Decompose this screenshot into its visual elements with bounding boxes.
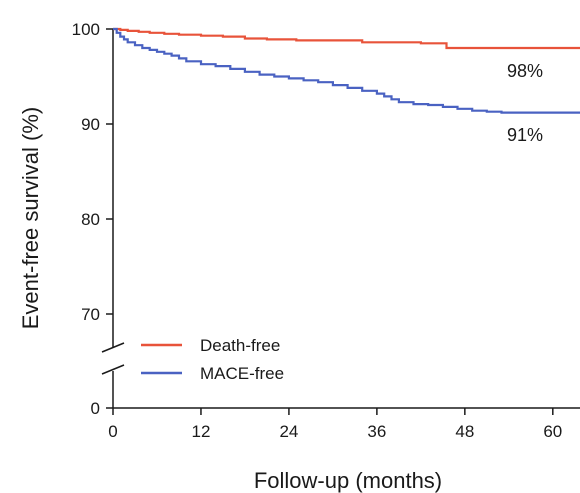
y-tick-label: 0	[91, 399, 100, 418]
legend-label-death-free: Death-free	[200, 336, 280, 355]
x-tick-label: 48	[455, 422, 474, 441]
series-line-death-free	[113, 27, 580, 50]
axes	[101, 29, 580, 409]
death-free-end-label: 98%	[507, 61, 543, 81]
y-axis-title: Event-free survival (%)	[18, 107, 43, 330]
x-tick-label: 12	[191, 422, 210, 441]
mace-free-end-label: 91%	[507, 125, 543, 145]
x-tick-label: 36	[367, 422, 386, 441]
x-tick-label: 24	[279, 422, 298, 441]
y-tick-label: 80	[81, 210, 100, 229]
y-tick-label: 100	[72, 20, 100, 39]
legend: Death-free MACE-free	[141, 336, 284, 383]
tick-layer: 0 12 24 36 48 60 0 70 80 90 100	[72, 20, 563, 441]
y-tick-label: 90	[81, 115, 100, 134]
x-tick-label: 60	[543, 422, 562, 441]
series-line-mace-free	[113, 27, 580, 114]
series-layer	[113, 27, 580, 114]
y-tick-label: 70	[81, 305, 100, 324]
x-tick-label: 0	[108, 422, 117, 441]
x-axis-title: Follow-up (months)	[254, 468, 442, 493]
legend-label-mace-free: MACE-free	[200, 364, 284, 383]
axis-break-marker	[101, 342, 125, 375]
